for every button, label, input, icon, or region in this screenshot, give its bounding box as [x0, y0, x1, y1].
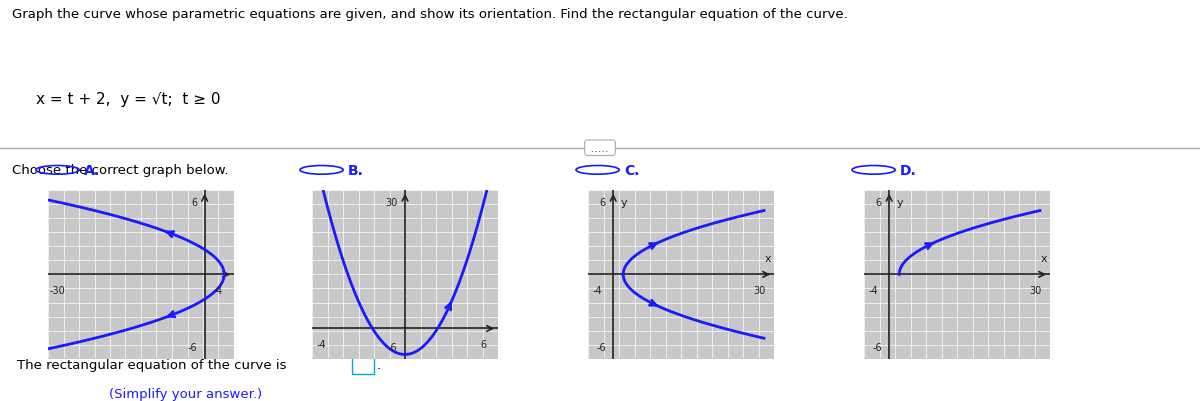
Text: -6: -6 — [872, 342, 882, 352]
Text: Choose the correct graph below.: Choose the correct graph below. — [12, 164, 228, 177]
Text: The rectangular equation of the curve is: The rectangular equation of the curve is — [17, 358, 295, 371]
Text: (Simplify your answer.): (Simplify your answer.) — [109, 387, 263, 400]
Text: -6: -6 — [596, 342, 606, 352]
Text: 30: 30 — [1028, 285, 1042, 295]
Text: 6: 6 — [480, 339, 486, 349]
Text: A.: A. — [84, 164, 101, 177]
Text: .....: ..... — [588, 144, 612, 153]
Text: B.: B. — [348, 164, 364, 177]
Text: y: y — [620, 197, 628, 207]
Text: -4: -4 — [593, 285, 602, 295]
Text: C.: C. — [624, 164, 640, 177]
FancyBboxPatch shape — [353, 356, 374, 375]
Text: 30: 30 — [385, 197, 397, 207]
Text: -30: -30 — [49, 285, 65, 295]
Text: x = t + 2,  y = √t;  t ≥ 0: x = t + 2, y = √t; t ≥ 0 — [36, 92, 221, 107]
Text: 4: 4 — [216, 285, 222, 295]
Text: 30: 30 — [752, 285, 766, 295]
Text: -6: -6 — [187, 342, 197, 352]
Text: D.: D. — [900, 164, 917, 177]
Text: 6: 6 — [876, 197, 882, 207]
Text: 6: 6 — [191, 197, 197, 207]
Text: -4: -4 — [317, 339, 326, 349]
Text: 6: 6 — [600, 197, 606, 207]
Text: -4: -4 — [869, 285, 878, 295]
Text: x: x — [1042, 253, 1048, 263]
Text: x: x — [766, 253, 772, 263]
Text: .: . — [377, 358, 380, 371]
Text: y: y — [896, 197, 904, 207]
Text: -6: -6 — [388, 342, 397, 352]
Text: Graph the curve whose parametric equations are given, and show its orientation. : Graph the curve whose parametric equatio… — [12, 8, 847, 21]
